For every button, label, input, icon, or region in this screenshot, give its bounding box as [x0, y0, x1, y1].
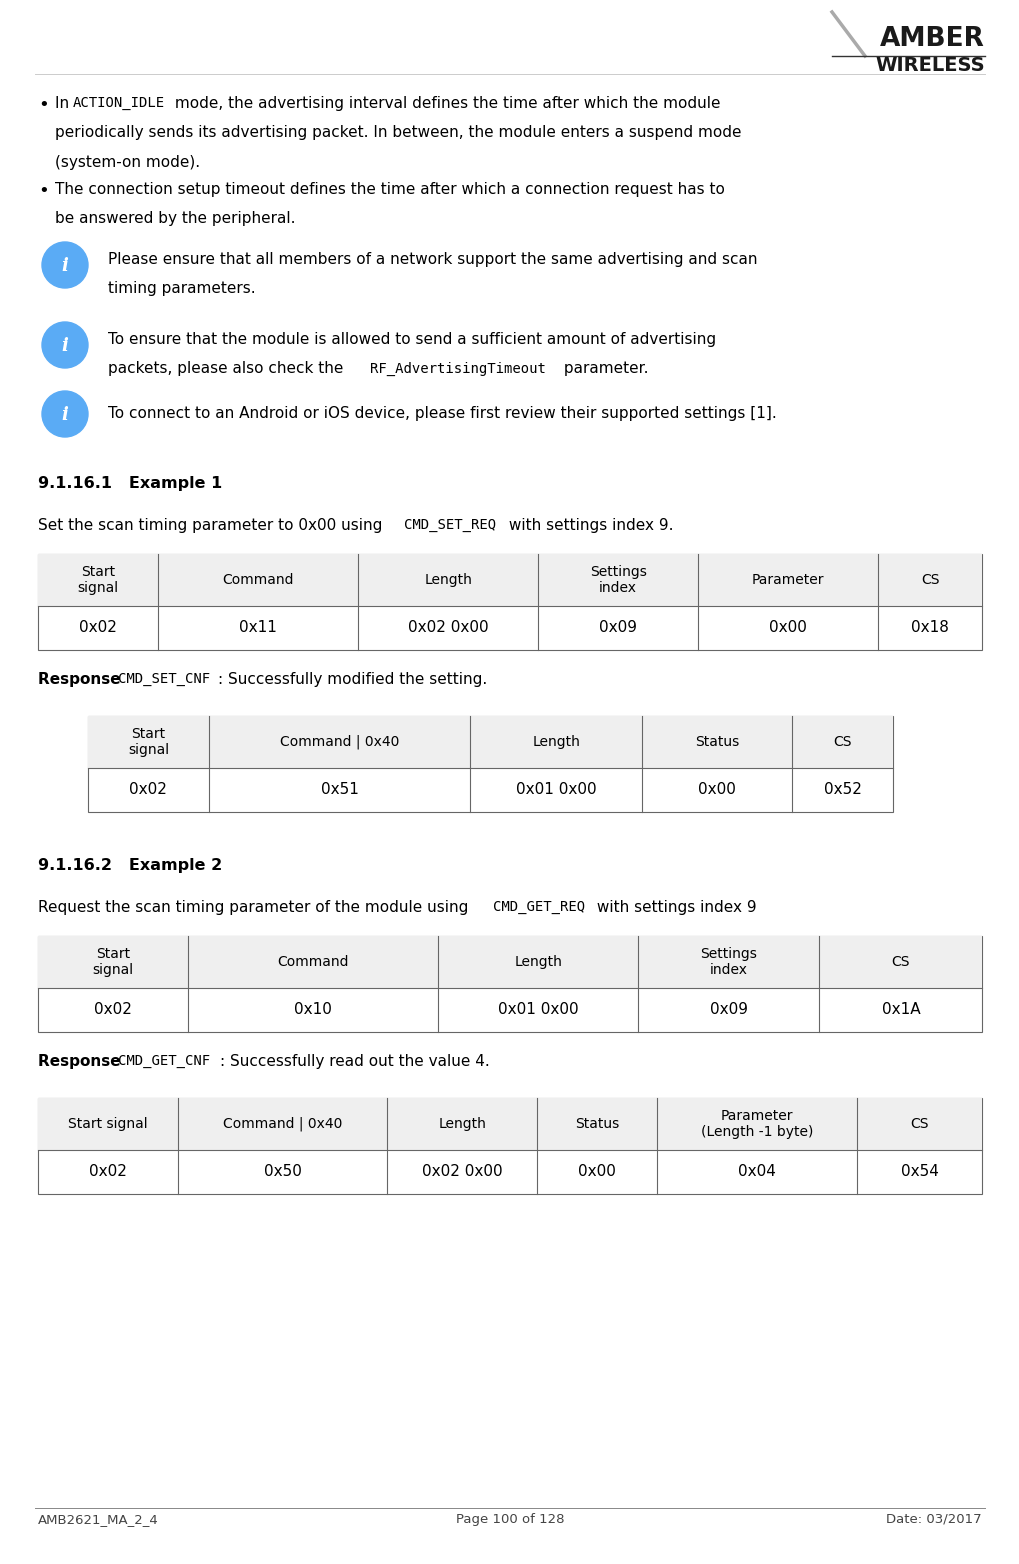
- Text: : Successfully modified the setting.: : Successfully modified the setting.: [218, 673, 487, 687]
- Text: Please ensure that all members of a network support the same advertising and sca: Please ensure that all members of a netw…: [108, 252, 757, 267]
- Circle shape: [42, 391, 88, 436]
- Text: parameter.: parameter.: [558, 361, 648, 377]
- Text: •: •: [38, 181, 49, 200]
- Bar: [38, 1098, 981, 1193]
- Text: CMD_SET_REQ: CMD_SET_REQ: [404, 518, 495, 532]
- Text: Status: Status: [575, 1117, 619, 1131]
- Text: ACTION_IDLE: ACTION_IDLE: [72, 95, 164, 109]
- Text: Command: Command: [222, 572, 293, 586]
- Text: 0x04: 0x04: [738, 1165, 775, 1179]
- Bar: [38, 554, 981, 605]
- Text: CMD_GET_REQ: CMD_GET_REQ: [492, 899, 585, 913]
- Text: CS: CS: [891, 956, 909, 970]
- Bar: [88, 716, 892, 768]
- Text: CS: CS: [920, 572, 938, 586]
- Text: 0x54: 0x54: [900, 1165, 937, 1179]
- Text: 0x01 0x00: 0x01 0x00: [497, 1003, 578, 1018]
- Text: WIRELESS: WIRELESS: [874, 56, 984, 75]
- Text: i: i: [61, 336, 68, 355]
- Text: with settings index 9: with settings index 9: [591, 899, 756, 915]
- Text: •: •: [38, 95, 49, 114]
- Text: Length: Length: [424, 572, 472, 586]
- Text: Parameter
(Length -1 byte): Parameter (Length -1 byte): [700, 1109, 813, 1139]
- Bar: [38, 554, 981, 651]
- Text: 0x09: 0x09: [598, 621, 637, 635]
- Text: i: i: [61, 256, 68, 275]
- Bar: [38, 1098, 981, 1150]
- Text: 0x50: 0x50: [263, 1165, 302, 1179]
- Text: : Successfully read out the value 4.: : Successfully read out the value 4.: [220, 1054, 489, 1070]
- Circle shape: [42, 242, 88, 288]
- Text: 0x02: 0x02: [129, 782, 167, 798]
- Text: 0x00: 0x00: [697, 782, 736, 798]
- Text: 0x02: 0x02: [78, 621, 117, 635]
- Text: To connect to an Android or iOS device, please first review their supported sett: To connect to an Android or iOS device, …: [108, 407, 776, 421]
- Bar: [88, 716, 892, 812]
- Text: Date: 03/2017: Date: 03/2017: [886, 1512, 981, 1526]
- Text: 9.1.16.2   Example 2: 9.1.16.2 Example 2: [38, 859, 222, 873]
- Circle shape: [42, 322, 88, 368]
- Text: AMB2621_MA_2_4: AMB2621_MA_2_4: [38, 1512, 159, 1526]
- Text: be answered by the peripheral.: be answered by the peripheral.: [55, 211, 296, 227]
- Text: (system-on mode).: (system-on mode).: [55, 155, 200, 170]
- Text: mode, the advertising interval defines the time after which the module: mode, the advertising interval defines t…: [169, 95, 719, 111]
- Bar: [38, 935, 981, 988]
- Text: 9.1.16.1   Example 1: 9.1.16.1 Example 1: [38, 475, 222, 491]
- Text: Set the scan timing parameter to 0x00 using: Set the scan timing parameter to 0x00 us…: [38, 518, 391, 533]
- Text: Start signal: Start signal: [68, 1117, 148, 1131]
- Text: AMBER: AMBER: [879, 27, 984, 52]
- Text: Request the scan timing parameter of the module using: Request the scan timing parameter of the…: [38, 899, 478, 915]
- Text: Settings
index: Settings index: [589, 565, 646, 594]
- Text: CMD_SET_CNF: CMD_SET_CNF: [118, 673, 210, 687]
- Text: 0x00: 0x00: [578, 1165, 615, 1179]
- Text: Command | 0x40: Command | 0x40: [222, 1117, 341, 1131]
- Text: Settings
index: Settings index: [699, 946, 756, 978]
- Text: Start
signal: Start signal: [93, 946, 133, 978]
- Text: 0x10: 0x10: [293, 1003, 332, 1018]
- Text: CS: CS: [910, 1117, 928, 1131]
- Text: Command | 0x40: Command | 0x40: [279, 735, 398, 749]
- Text: 0x1A: 0x1A: [880, 1003, 919, 1018]
- Text: Response: Response: [38, 1054, 125, 1070]
- Text: 0x52: 0x52: [823, 782, 861, 798]
- Text: RF_AdvertisingTimeout: RF_AdvertisingTimeout: [370, 361, 545, 375]
- Text: Response: Response: [38, 673, 125, 687]
- Text: 0x18: 0x18: [910, 621, 948, 635]
- Text: 0x02 0x00: 0x02 0x00: [408, 621, 488, 635]
- Text: Length: Length: [514, 956, 561, 970]
- Text: 0x01 0x00: 0x01 0x00: [516, 782, 596, 798]
- Text: packets, please also check the: packets, please also check the: [108, 361, 347, 377]
- Text: CS: CS: [833, 735, 851, 749]
- Text: Start
signal: Start signal: [77, 565, 118, 594]
- Text: Length: Length: [532, 735, 580, 749]
- Text: Status: Status: [694, 735, 739, 749]
- Text: Start
signal: Start signal: [127, 727, 169, 757]
- Text: timing parameters.: timing parameters.: [108, 282, 256, 297]
- Text: The connection setup timeout defines the time after which a connection request h: The connection setup timeout defines the…: [55, 181, 725, 197]
- Text: Length: Length: [438, 1117, 486, 1131]
- Text: In: In: [55, 95, 74, 111]
- Text: i: i: [61, 407, 68, 424]
- Text: Page 100 of 128: Page 100 of 128: [455, 1512, 564, 1526]
- Text: 0x09: 0x09: [709, 1003, 747, 1018]
- Text: 0x51: 0x51: [320, 782, 358, 798]
- Text: 0x02: 0x02: [89, 1165, 126, 1179]
- Text: To ensure that the module is allowed to send a sufficient amount of advertising: To ensure that the module is allowed to …: [108, 332, 715, 347]
- Text: 0x02 0x00: 0x02 0x00: [422, 1165, 502, 1179]
- Text: periodically sends its advertising packet. In between, the module enters a suspe: periodically sends its advertising packe…: [55, 125, 741, 141]
- Bar: [38, 935, 981, 1032]
- Text: 0x11: 0x11: [238, 621, 276, 635]
- Text: CMD_GET_CNF: CMD_GET_CNF: [118, 1054, 210, 1068]
- Text: Command: Command: [277, 956, 348, 970]
- Text: 0x00: 0x00: [768, 621, 806, 635]
- Text: with settings index 9.: with settings index 9.: [503, 518, 673, 533]
- Text: Parameter: Parameter: [751, 572, 823, 586]
- Text: 0x02: 0x02: [94, 1003, 131, 1018]
